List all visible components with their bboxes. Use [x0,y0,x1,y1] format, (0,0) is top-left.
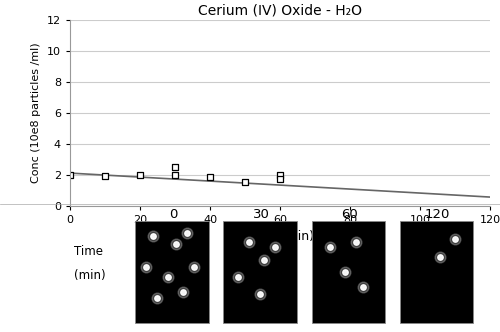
Title: Cerium (IV) Oxide - H₂O: Cerium (IV) Oxide - H₂O [198,3,362,17]
Point [164,275,172,280]
Bar [135,221,208,323]
Point [101,174,109,179]
Text: 30: 30 [252,208,270,221]
Point [150,234,158,239]
Point [256,292,264,297]
Y-axis label: Conc (10e8 particles /ml): Conc (10e8 particles /ml) [32,42,42,183]
Point [153,295,161,300]
Point [326,244,334,249]
Text: (min): (min) [74,269,106,282]
Point [276,177,284,182]
Point [172,241,179,246]
Point [171,164,179,170]
Point [190,264,198,270]
Text: 120: 120 [425,208,450,221]
Point [245,239,253,244]
Bar [400,221,473,323]
Point [206,174,214,180]
Point [340,269,348,275]
Point [190,264,198,270]
X-axis label: Time (min): Time (min) [246,230,314,243]
Point [451,237,459,242]
Text: Time: Time [74,245,103,258]
Point [142,264,150,270]
Point [359,285,367,290]
Bar [224,221,297,323]
Point [352,239,360,244]
Point [66,172,74,177]
Point [260,257,268,263]
Point [260,257,268,263]
Point [271,244,279,249]
Point [245,239,253,244]
Point [164,275,172,280]
Point [276,172,284,177]
Point [340,269,348,275]
Point [179,290,187,295]
Point [182,231,190,236]
Point [436,254,444,259]
Point [150,234,158,239]
Point [359,285,367,290]
Point [326,244,334,249]
Point [182,231,190,236]
Bar [312,221,385,323]
Point [234,275,242,280]
Text: 0: 0 [168,208,177,221]
Point [234,275,242,280]
Point [352,239,360,244]
Point [451,237,459,242]
Point [136,173,144,178]
Point [179,290,187,295]
Point [153,295,161,300]
Point [241,179,249,184]
Text: 60: 60 [341,208,357,221]
Point [436,254,444,259]
Point [171,172,179,177]
Point [142,264,150,270]
Point [172,241,179,246]
Point [256,292,264,297]
Point [271,244,279,249]
